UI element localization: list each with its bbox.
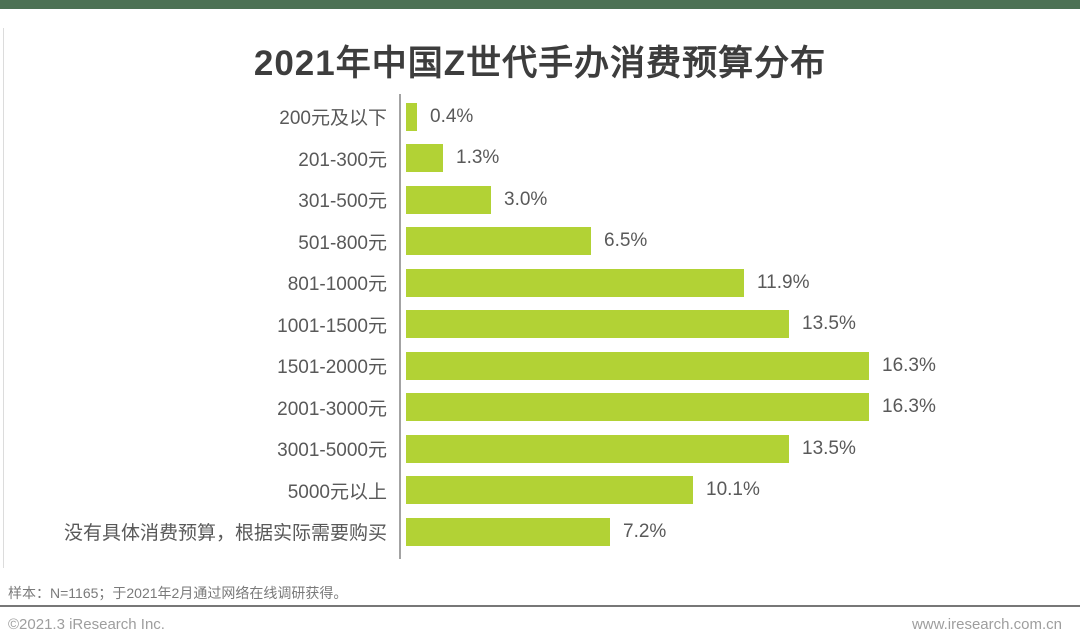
chart-row: 没有具体消费预算，根据实际需要购买 7.2% — [0, 511, 1080, 553]
value-label: 16.3% — [882, 396, 936, 418]
chart-row: 1501-2000元 16.3% — [0, 345, 1080, 387]
footer-divider — [0, 605, 1080, 607]
category-label: 200元及以下 — [279, 108, 387, 130]
value-label: 10.1% — [706, 479, 760, 501]
bar-track: 1.3% — [403, 138, 1080, 180]
chart-row: 801-1000元 11.9% — [0, 262, 1080, 304]
bar-track: 13.5% — [403, 428, 1080, 470]
chart-row: 301-500元 3.0% — [0, 179, 1080, 221]
category-label: 1501-2000元 — [277, 357, 387, 379]
bar — [406, 310, 789, 339]
bar-track: 13.5% — [403, 304, 1080, 346]
bar-track: 3.0% — [403, 179, 1080, 221]
category-label: 1001-1500元 — [277, 315, 387, 337]
website-text: www.iresearch.com.cn — [911, 616, 1062, 633]
value-label: 0.4% — [430, 105, 474, 127]
bar-track: 16.3% — [403, 345, 1080, 387]
chart-row: 1001-1500元 13.5% — [0, 304, 1080, 346]
bar-track: 16.3% — [403, 387, 1080, 429]
bar — [406, 185, 491, 214]
chart-row: 200元及以下 0.4% — [0, 96, 1080, 138]
bar — [406, 268, 744, 297]
sample-note: 样本：N=1165；于2021年2月通过网络在线调研获得。 — [8, 585, 348, 601]
value-label: 6.5% — [604, 230, 648, 252]
page-edge-line — [3, 28, 4, 568]
bar — [406, 227, 591, 256]
chart-row: 5000元以上 10.1% — [0, 470, 1080, 512]
copyright-text: ©2021.3 iResearch Inc. — [8, 616, 165, 633]
bar-track: 11.9% — [403, 262, 1080, 304]
category-label: 5000元以上 — [287, 481, 387, 503]
bar — [406, 144, 443, 173]
value-label: 3.0% — [504, 188, 548, 210]
bar-track: 10.1% — [403, 470, 1080, 512]
chart-row: 501-800元 6.5% — [0, 221, 1080, 263]
bar-track: 0.4% — [403, 96, 1080, 138]
category-label: 3001-5000元 — [277, 440, 387, 462]
bar — [406, 102, 417, 131]
chart-row: 201-300元 1.3% — [0, 138, 1080, 180]
value-label: 1.3% — [456, 147, 500, 169]
chart-row: 3001-5000元 13.5% — [0, 428, 1080, 470]
category-label: 501-800元 — [298, 232, 387, 254]
chart-title: 2021年中国Z世代手办消费预算分布 — [253, 44, 827, 84]
category-label: 301-500元 — [298, 191, 387, 213]
top-edge-band — [0, 0, 1080, 9]
category-label: 2001-3000元 — [277, 398, 387, 420]
bar-track: 7.2% — [403, 511, 1080, 553]
bar — [406, 517, 610, 546]
value-label: 7.2% — [623, 520, 667, 542]
value-label: 16.3% — [882, 354, 936, 376]
bar — [406, 476, 693, 505]
category-label: 201-300元 — [298, 149, 387, 171]
value-label: 11.9% — [757, 271, 810, 293]
chart-rows: 200元及以下 0.4% 201-300元 1.3% 301-500元 3.0% 501-8… — [0, 96, 1080, 553]
y-axis-line — [399, 94, 401, 559]
chart-row: 2001-3000元 16.3% — [0, 387, 1080, 429]
category-label: 没有具体消费预算，根据实际需要购买 — [63, 523, 387, 545]
category-label: 801-1000元 — [287, 274, 387, 296]
value-label: 13.5% — [802, 313, 856, 335]
bar — [406, 434, 789, 463]
bar — [406, 351, 869, 380]
bar — [406, 393, 869, 422]
value-label: 13.5% — [802, 437, 856, 459]
bar-track: 6.5% — [403, 221, 1080, 263]
